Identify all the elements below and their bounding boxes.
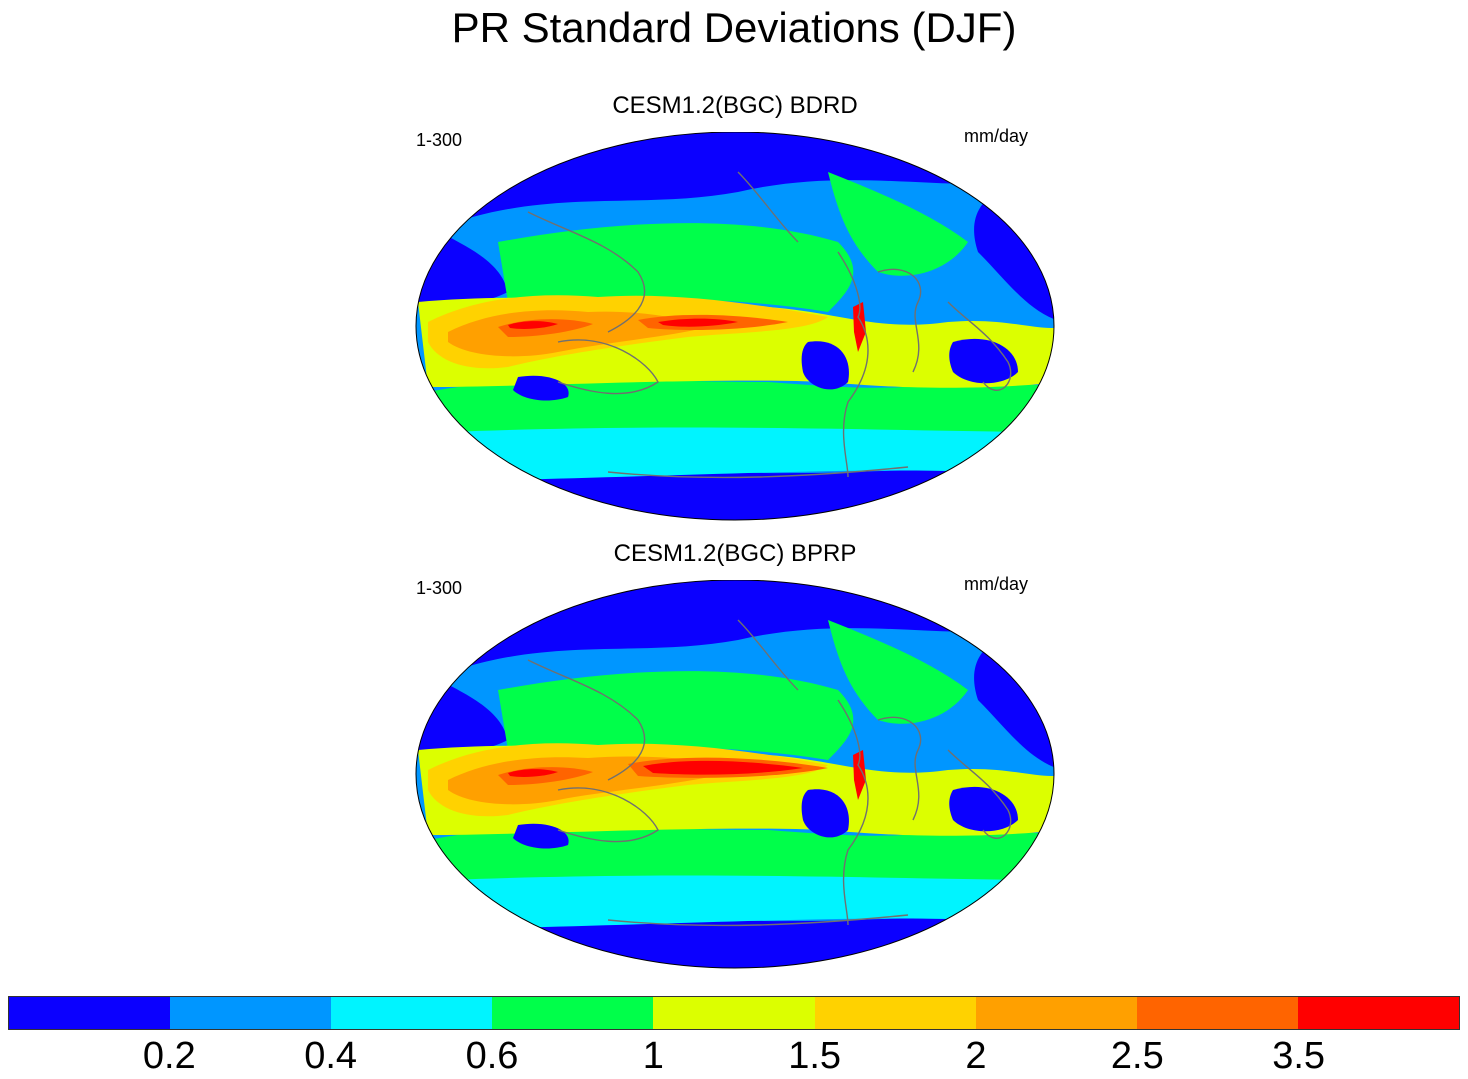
panel-left-note: 1-300 [416,130,463,150]
colorbar-cell [170,997,332,1029]
colorbar-labels: 0.2 0.4 0.6 1 1.5 2 2.5 3.5 [8,1036,1460,1076]
precip-field [416,132,1054,520]
colorbar-label: 2 [965,1035,987,1077]
colorbar-cell [653,997,815,1029]
figure-title: PR Standard Deviations (DJF) [451,4,1017,51]
colorbar-cell [331,997,493,1029]
colorbar-label: 3.5 [1272,1035,1326,1077]
colorbar-cell [1136,997,1298,1029]
colorbar-label: 0.4 [304,1035,358,1077]
map-panel-1: CESM1.2(BGC) BDRD 1-300 mm/day [408,92,1062,522]
colorbar-label: 1 [642,1035,664,1077]
panel-left-note: 1-300 [416,578,463,598]
colorbar-cell [1297,997,1459,1029]
map-panel-2: CESM1.2(BGC) BPRP 1-300 mm/day [408,540,1062,970]
colorbar-label: 1.5 [788,1035,842,1077]
panel-units: mm/day [963,126,1028,146]
colorbar-cell [492,997,654,1029]
colorbar [8,996,1460,1030]
colorbar-cell [814,997,976,1029]
colorbar-label: 2.5 [1110,1035,1164,1077]
colorbar-label: 0.2 [142,1035,196,1077]
colorbar-cell [9,997,171,1029]
map-border [415,132,1055,521]
map-plot [415,580,1055,969]
map-border [415,580,1055,969]
panel-title: CESM1.2(BGC) BDRD [612,92,858,119]
colorbar-cell [975,997,1137,1029]
colorbar-label: 0.6 [465,1035,519,1077]
map-plot [415,132,1055,521]
panel-title: CESM1.2(BGC) BPRP [613,540,857,567]
panel-units: mm/day [963,574,1028,594]
